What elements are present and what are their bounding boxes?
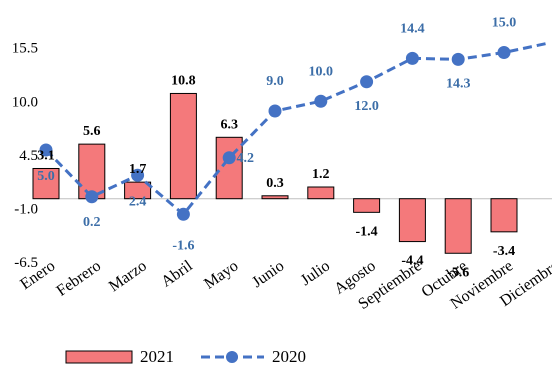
y-axis-ticks: 15.5 10.0 4.5 -1.0 -6.5 [12,41,38,271]
line-label-febrero: 0.2 [83,215,101,230]
line-label-septiembre: 14.4 [400,21,425,36]
bar-octubre [444,198,472,254]
line-label-julio: 10.0 [309,64,334,79]
x-tick-label-febrero: Febrero [54,257,105,299]
bar-label-abril: 10.8 [171,73,196,88]
y-tick-label: -6.5 [14,255,38,271]
bar-label-marzo: 1.7 [129,162,147,177]
bar-mayo [215,136,243,200]
bar-label-noviembre: -3.4 [493,244,515,259]
legend-swatch-2021 [65,350,133,364]
bar-enero [32,167,60,200]
bar-data-labels: 3.1 5.6 1.7 10.8 6.3 0.3 1.2 -1.4 -4.4 -5.6 -3.4 [37,73,515,280]
x-tick-label-abril: Abril [158,257,196,291]
x-tick-label-marzo: Marzo [106,257,150,295]
line-label-enero: 5.0 [37,169,55,184]
legend-label-2021: 2021 [140,347,174,365]
line-point-marzo [131,168,145,182]
legend: 2021 2020 [65,347,306,365]
x-tick-label-junio: Junio [249,257,287,291]
bar-abril [169,92,197,200]
line-data-labels: 5.0 0.2 2.4 -1.6 4.2 9.0 10.0 12.0 14.4 14.3 15.0 [37,16,516,254]
bar-marzo [124,181,152,200]
line-series-2020 [39,41,551,221]
bar-julio [307,186,335,200]
bar-agosto [353,198,381,213]
bar-label-mayo: 6.3 [220,117,238,132]
bar-label-octubre: -5.6 [447,265,469,280]
bar-label-febrero: 5.6 [83,124,101,139]
y-tick-label: 4.5 [19,148,38,164]
line-label-noviembre: 15.0 [492,16,517,31]
line-point-mayo [222,151,236,165]
line-point-julio [314,94,328,108]
line-label-mayo: 4.2 [236,151,254,166]
bar-noviembre [490,198,518,233]
y-tick-label: 10.0 [12,94,38,110]
line-point-junio [268,104,282,118]
legend-marker-2020 [226,351,238,363]
legend-label-2020: 2020 [272,347,306,365]
line-point-enero [39,143,53,157]
line-point-octubre [451,52,465,66]
bar-label-agosto: -1.4 [356,224,378,239]
line-label-agosto: 12.0 [354,99,379,114]
line-point-noviembre [497,46,511,60]
bar-junio [261,195,289,200]
x-tick-label-julio: Julio [298,257,333,289]
line-label-octubre: 14.3 [446,76,471,91]
bar-label-junio: 0.3 [266,176,284,191]
line-point-agosto [360,75,374,89]
bar-label-septiembre: -4.4 [401,254,423,269]
line-label-marzo: 2.4 [129,194,147,209]
line-point-septiembre [405,51,419,65]
bar-label-julio: 1.2 [312,167,330,182]
line-label-abril: -1.6 [172,238,194,253]
bar-label-enero: 3.1 [37,148,55,163]
y-tick-label: -1.0 [14,201,38,217]
x-tick-label-mayo: Mayo [201,257,241,292]
y-tick-label: 15.5 [12,41,38,57]
line-2020-path [44,41,551,217]
line-point-febrero [85,190,99,204]
bar-septiembre [398,198,426,243]
line-point-abril [176,207,190,221]
line-label-junio: 9.0 [266,74,284,89]
